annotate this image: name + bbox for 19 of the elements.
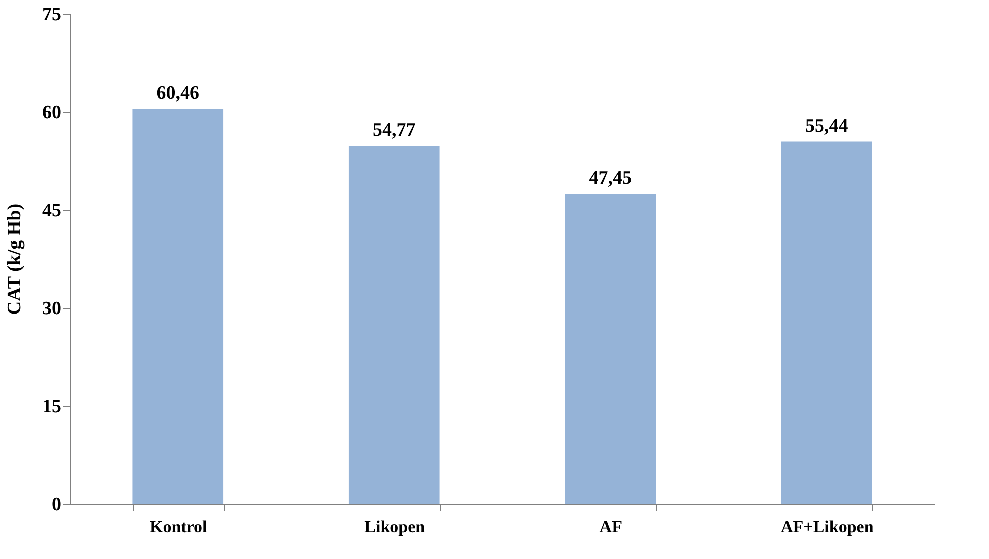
- y-tick-label: 45: [42, 200, 62, 222]
- bar: [781, 142, 872, 504]
- bar: [132, 108, 224, 504]
- x-tick-label: AF: [600, 518, 622, 536]
- bar: [565, 194, 656, 504]
- bar: [348, 146, 440, 504]
- x-tick-label: Kontrol: [150, 518, 208, 536]
- x-tick-label: Likopen: [364, 518, 426, 536]
- x-tick-label: AF+Likopen: [780, 518, 874, 536]
- data-label: 47,45: [589, 168, 632, 189]
- y-axis-title: CAT (k/g Hb): [4, 204, 26, 316]
- y-tick-label: 30: [42, 298, 62, 320]
- y-tick-label: 15: [42, 396, 62, 418]
- data-label: 55,44: [806, 116, 849, 137]
- data-label: 54,77: [373, 120, 416, 142]
- y-tick-label: 60: [42, 102, 62, 124]
- data-label: 60,46: [156, 82, 200, 104]
- y-tick-label: 75: [42, 4, 62, 26]
- y-tick-label: 0: [52, 494, 62, 516]
